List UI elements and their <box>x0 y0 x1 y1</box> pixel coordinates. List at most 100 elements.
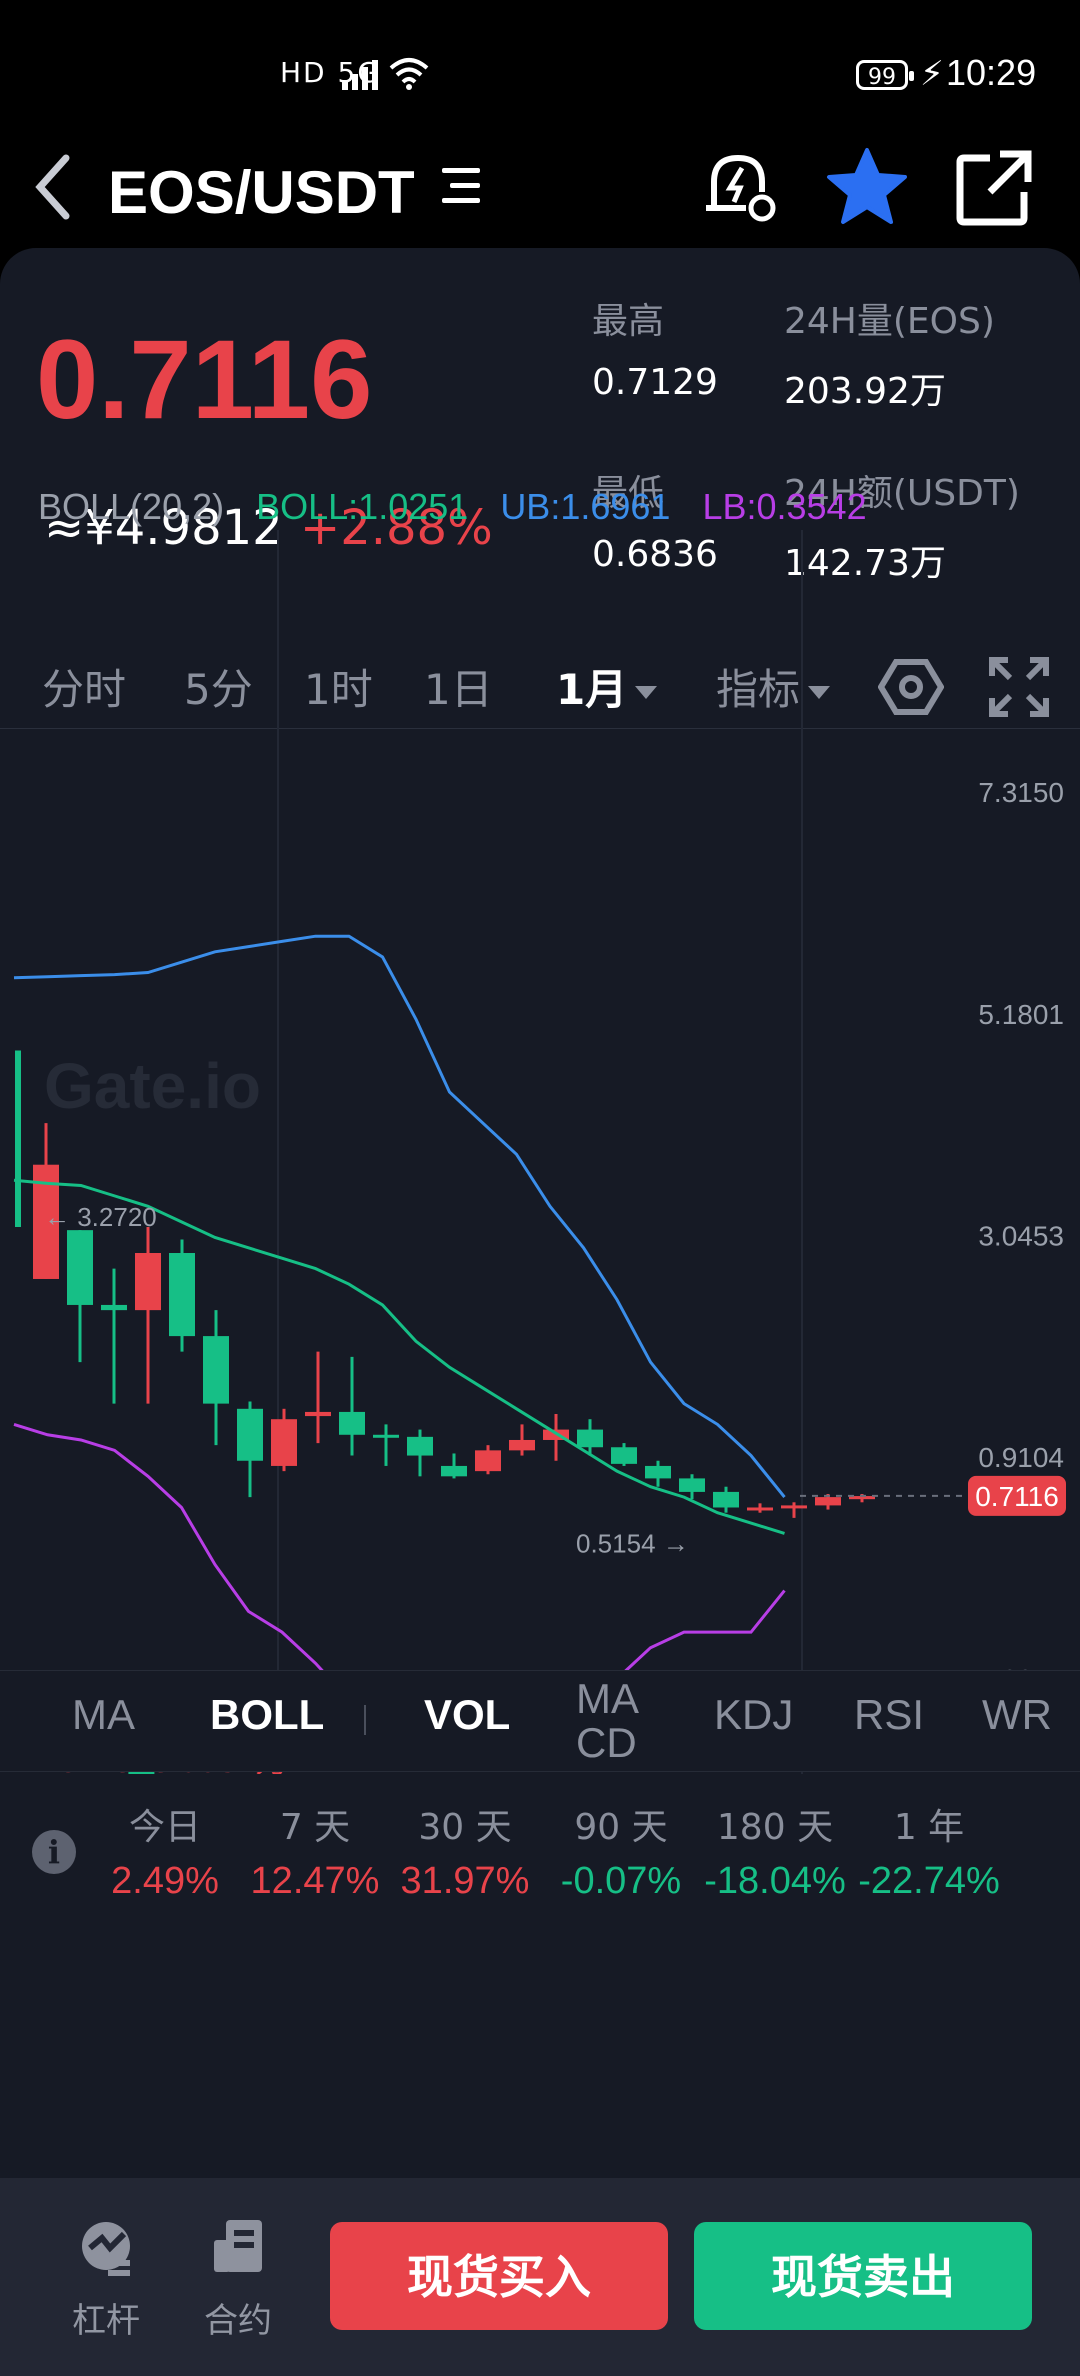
contract-button[interactable]: 合约 <box>188 2218 288 2342</box>
share-icon[interactable] <box>950 142 1040 232</box>
tab-kdj[interactable]: KDJ <box>714 1691 794 1738</box>
indicator-dropdown[interactable]: 指标 <box>716 656 831 717</box>
low-value: 0.6836 <box>592 534 718 575</box>
tab-ma[interactable]: MA <box>72 1691 135 1738</box>
perf-value: -22.74% <box>858 1860 1000 1902</box>
candle-body <box>747 1507 773 1511</box>
candle-body <box>305 1411 331 1417</box>
leverage-button[interactable]: 杠杆 <box>56 2218 156 2342</box>
candle-body <box>509 1439 535 1451</box>
top-nav: EOS/USDT <box>0 130 1080 250</box>
candle-body <box>339 1411 365 1435</box>
candle-body <box>373 1434 399 1438</box>
status-bar: HD 5G 99 ⚡ 10:29 <box>0 0 1080 150</box>
interval-bar: 分时 5分 1时 1日 1月 指标 <box>0 638 1080 729</box>
pair-title[interactable]: EOS/USDT <box>108 159 415 226</box>
last-price: 0.7116 <box>36 317 373 442</box>
info-icon[interactable]: i <box>32 1830 76 1874</box>
y-tick-label: 0.9104 <box>978 1442 1064 1473</box>
chart-settings-icon[interactable] <box>878 654 944 720</box>
candle-body <box>781 1505 807 1509</box>
candle-body <box>407 1436 433 1456</box>
interval-1h[interactable]: 1时 <box>304 665 373 714</box>
price-alert-icon[interactable] <box>696 142 786 232</box>
indicator-label: 指标 <box>716 665 801 714</box>
perf-value: 2.49% <box>111 1860 219 1902</box>
perf-value: 31.97% <box>400 1860 530 1902</box>
signal-icon <box>342 60 378 90</box>
menu-icon[interactable] <box>442 168 486 212</box>
low-label: 最低 <box>592 473 665 514</box>
perf-label: 7 天 <box>279 1807 351 1848</box>
performance-strip: i 今日 2.49% 7 天 12.47% 30 天 31.97% 90 天 -0.07% 18… <box>0 1774 1080 1928</box>
battery-indicator: 99 <box>856 60 914 90</box>
boll-mid-line <box>13 1178 785 1535</box>
spot-buy-button[interactable]: 现货买入 <box>330 2222 668 2330</box>
tab-macd[interactable]: MACD <box>576 1677 639 1765</box>
leverage-label: 杠杆 <box>72 2301 140 2341</box>
amt-label: 24H额(USDT) <box>784 473 1020 514</box>
interval-time[interactable]: 分时 <box>42 665 127 714</box>
interval-1month[interactable]: 1月 <box>556 656 658 717</box>
indicator-tabs: MA BOLL VOL MACD KDJ RSI WR <box>0 1670 1080 1772</box>
y-tick-label: 5.1801 <box>978 999 1064 1030</box>
chevron-down-icon <box>808 686 831 699</box>
interval-5m[interactable]: 5分 <box>184 665 253 714</box>
perf-label: 30 天 <box>418 1807 512 1848</box>
candle-body <box>611 1447 637 1464</box>
boll-ub-value: UB:1.6961 <box>500 486 671 527</box>
vol-label: 24H量(EOS) <box>784 301 995 342</box>
tab-divider <box>364 1705 366 1735</box>
perf-value: -0.07% <box>560 1860 682 1902</box>
tab-boll[interactable]: BOLL <box>210 1691 325 1738</box>
boll-lb-value: LB:0.3542 <box>702 486 867 527</box>
candle-body <box>713 1491 739 1508</box>
interval-1d[interactable]: 1日 <box>424 665 493 714</box>
tab-wr[interactable]: WR <box>982 1691 1052 1738</box>
y-tick-label: 3.0453 <box>978 1220 1064 1251</box>
chevron-left-icon[interactable] <box>32 152 72 222</box>
candle-body <box>577 1429 603 1448</box>
max-annotation: ← 3.2720 <box>44 1202 157 1232</box>
high-value: 0.7129 <box>592 362 718 403</box>
y-tick-label: 7.3150 <box>978 777 1064 808</box>
perf-label: 180 天 <box>716 1807 834 1848</box>
chevron-down-icon <box>635 686 658 699</box>
candle-body <box>203 1336 229 1404</box>
candle-body <box>101 1304 127 1311</box>
spot-sell-button[interactable]: 现货卖出 <box>694 2222 1032 2330</box>
last-price-tag-label: 0.7116 <box>975 1481 1059 1512</box>
perf-label: 今日 <box>128 1807 201 1848</box>
star-icon[interactable] <box>822 142 912 232</box>
bottom-action-bar: 杠杆 合约 现货买入 现货卖出 <box>0 2178 1080 2376</box>
candle-body <box>679 1478 705 1492</box>
perf-value: -18.04% <box>704 1860 846 1902</box>
last-price-tag <box>968 1475 1066 1516</box>
candle-body <box>237 1408 263 1461</box>
candle-body <box>135 1253 161 1311</box>
tab-rsi[interactable]: RSI <box>854 1691 925 1738</box>
perf-value: 12.47% <box>250 1860 380 1902</box>
wifi-icon <box>389 58 429 90</box>
contract-icon <box>214 2220 262 2272</box>
candle-body <box>271 1419 297 1466</box>
candle-body <box>169 1253 195 1337</box>
boll-params: BOLL(20,2) <box>38 486 225 527</box>
price-change: +2.88% <box>300 500 493 556</box>
boll-mid-value: BOLL:1.0251 <box>256 486 469 527</box>
interval-active-label: 1月 <box>556 665 628 714</box>
candle-body <box>475 1450 501 1472</box>
contract-label: 合约 <box>204 2301 272 2341</box>
clock: 10:29 <box>946 52 1037 93</box>
perf-label: 1 年 <box>893 1807 965 1848</box>
min-annotation: 0.5154 → <box>576 1528 689 1558</box>
leverage-icon <box>82 2222 130 2276</box>
candle-body <box>645 1465 671 1479</box>
tab-vol[interactable]: VOL <box>424 1691 511 1738</box>
boll-legend: BOLL(20,2) BOLL:1.0251 UB:1.6961 LB:0.35… <box>38 486 889 528</box>
perf-label: 90 天 <box>574 1807 668 1848</box>
candle-body <box>441 1465 467 1477</box>
amt-value: 142.73万 <box>784 543 946 584</box>
watermark: Gate.io <box>44 1050 261 1122</box>
fullscreen-icon[interactable] <box>988 656 1050 718</box>
